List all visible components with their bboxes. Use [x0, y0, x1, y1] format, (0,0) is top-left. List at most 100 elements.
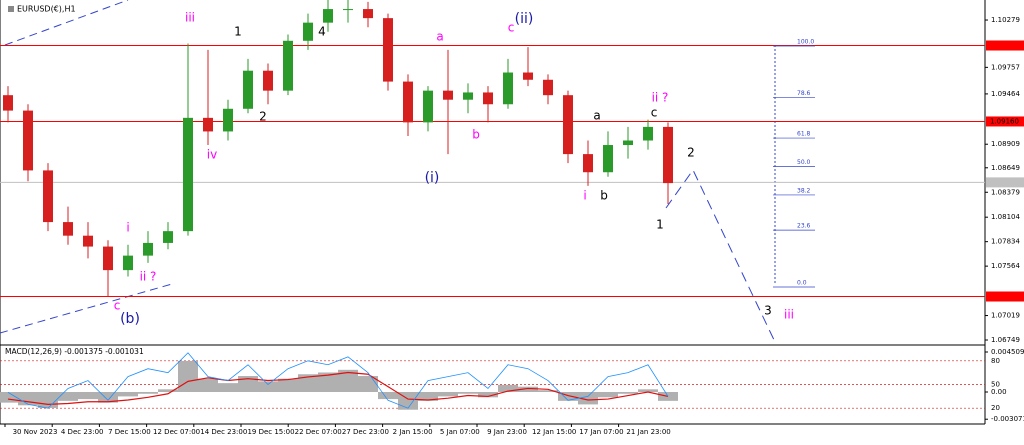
macd-bar	[118, 391, 138, 397]
macd-bar	[0, 391, 18, 403]
candle-body	[363, 9, 373, 19]
x-tick-label: 12 Jan 15:00	[532, 428, 576, 436]
candle-body	[463, 92, 473, 100]
wave-label: 3	[764, 304, 772, 318]
candle-body	[283, 40, 293, 91]
candle-body	[243, 70, 253, 109]
macd-bar	[378, 391, 398, 400]
candle-body	[43, 170, 53, 223]
y-tick-label: 0.00	[991, 388, 1007, 396]
candle-body	[423, 90, 433, 123]
candle-body	[623, 140, 633, 146]
candle-body	[583, 154, 593, 173]
candle-body	[563, 95, 573, 155]
candle-body	[603, 145, 613, 173]
x-tick-label: 12 Dec 07:00	[153, 428, 200, 436]
macd-bar	[598, 391, 618, 398]
wave-label: 4	[318, 25, 326, 39]
macd-bar	[438, 391, 458, 397]
x-tick-label: 14 Dec 23:00	[200, 428, 247, 436]
x-tick-label: 5 Jan 07:00	[440, 428, 480, 436]
trend-line	[4, 0, 129, 46]
x-tick-label: 17 Jan 07:00	[579, 428, 623, 436]
macd-bar	[58, 391, 78, 401]
candle-body	[183, 117, 193, 232]
macd-bar	[238, 376, 258, 392]
y-tick-label: 1.08379	[991, 188, 1020, 196]
wave-label: (b)	[120, 311, 140, 327]
y-tick-label: 0.004509	[991, 348, 1024, 356]
trend-line	[0, 283, 173, 334]
wave-label: 1	[656, 218, 664, 232]
wave-label: ii ?	[652, 91, 669, 105]
x-tick-label: 21 Jan 23:00	[626, 428, 670, 436]
fib-label: 23.6	[797, 223, 811, 230]
wave-label: iii	[185, 11, 195, 25]
x-tick-label: 9 Jan 23:00	[487, 428, 527, 436]
y-tick-label: 1.07564	[991, 262, 1020, 270]
macd-bar	[418, 391, 438, 401]
y-tick-label: 1.08649	[991, 164, 1020, 172]
x-tick-label: 22 Dec 07:00	[295, 428, 342, 436]
candle-body	[523, 72, 533, 80]
price-label-box	[986, 291, 1024, 302]
y2-tick-label: 20	[991, 404, 1000, 412]
y2-tick-label: 80	[991, 357, 1000, 365]
fib-label: 78.6	[797, 90, 811, 97]
macd-bar	[38, 391, 58, 408]
candle-body	[223, 108, 233, 132]
wave-label: 2	[687, 146, 695, 160]
macd-bar	[198, 378, 218, 392]
candle-body	[503, 72, 513, 105]
x-tick-label: 30 Nov 2023	[13, 428, 58, 436]
wave-label: i	[126, 221, 129, 235]
macd-bar	[18, 391, 38, 406]
fib-label: 50.0	[797, 159, 811, 166]
x-tick-label: 27 Dec 23:00	[342, 428, 389, 436]
candle-body	[163, 231, 173, 243]
fib-label: 0.0	[797, 280, 807, 287]
wave-label: a	[436, 30, 443, 44]
y-tick-label: 1.08104	[991, 213, 1020, 221]
macd-bar	[518, 386, 538, 392]
wave-label: (i)	[425, 170, 440, 186]
y2-tick-label: 50	[991, 381, 1000, 389]
price-label-box	[986, 177, 1024, 188]
macd-bar	[558, 391, 578, 401]
signal-line	[7, 371, 669, 406]
y-tick-label: 1.09464	[991, 90, 1020, 98]
y-tick-label: 1.06749	[991, 336, 1020, 344]
candle-body	[263, 70, 273, 91]
candle-body	[83, 235, 93, 247]
candle-body	[23, 110, 33, 171]
y-tick-label: 1.07834	[991, 238, 1020, 246]
price-label-box	[986, 40, 1024, 51]
wave-label: iv	[207, 148, 217, 162]
candle-body	[543, 79, 553, 96]
macd-bar	[258, 381, 278, 392]
macd-bar	[458, 391, 478, 394]
macd-bar	[618, 391, 638, 394]
wave-label: 2	[259, 110, 267, 124]
macd-bar	[538, 390, 558, 392]
wave-label: ii ?	[140, 270, 157, 284]
candle-body	[3, 95, 13, 111]
macd-bar	[318, 372, 338, 392]
price-label: 1.09160	[990, 117, 1019, 125]
y-tick-label: 1.09757	[991, 63, 1020, 71]
x-tick-label: 19 Dec 15:00	[247, 428, 294, 436]
wave-label: c	[508, 21, 515, 35]
macd-bar	[298, 374, 318, 392]
price-label-box	[986, 116, 1024, 127]
candle-body	[303, 22, 313, 41]
macd-bar	[638, 389, 658, 392]
candle-body	[143, 242, 153, 256]
x-tick-label: 7 Dec 15:00	[108, 428, 151, 436]
y-tick-label: -0.003071	[991, 415, 1024, 423]
wave-label: i	[583, 189, 586, 203]
wave-label: b	[472, 128, 480, 142]
wave-label: c	[651, 106, 658, 120]
symbol-icon	[8, 6, 14, 12]
macd-bar	[498, 384, 518, 392]
